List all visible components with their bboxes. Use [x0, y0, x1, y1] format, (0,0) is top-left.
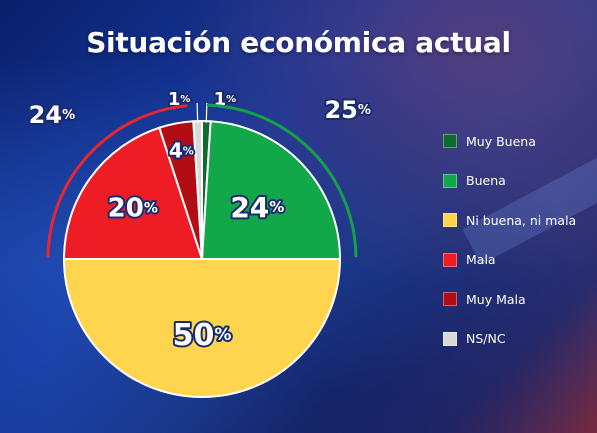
legend-item-muy-mala: Muy Mala [443, 289, 576, 309]
legend-swatch [443, 252, 457, 267]
group-label-0: 25% [324, 96, 370, 124]
chart-legend: Muy Buena Buena Ni buena, ni mala Mala Muy M… [443, 131, 576, 368]
pie-label-ni-buena-ni-mala: 50% [173, 317, 232, 352]
pie-slice-buena [201, 120, 341, 260]
legend-item-mala: Mala [443, 250, 576, 270]
legend-label: Ni buena, ni mala [466, 212, 577, 228]
legend-label: Muy Mala [466, 291, 526, 307]
legend-item-ni-buena-ni-mala: Ni buena, ni mala [443, 210, 576, 230]
group-arc-0 [206, 103, 358, 258]
leader-line-ns-nc [196, 103, 199, 124]
legend-swatch [443, 331, 457, 346]
legend-label: Muy Buena [466, 133, 536, 149]
legend-swatch [443, 292, 457, 306]
legend-swatch [443, 134, 457, 148]
group-label-1: 24% [29, 101, 75, 129]
pie-label-buena: 24% [230, 191, 284, 224]
legend-label: Buena [466, 173, 506, 188]
group-arc-1 [46, 104, 188, 258]
legend-swatch [443, 213, 457, 227]
chart-title: Situación económica actual [86, 26, 511, 59]
pie-slice-ni-buena-ni-mala [63, 258, 341, 398]
legend-swatch [443, 173, 457, 188]
legend-label: Mala [466, 252, 496, 267]
pie-label-mala: 20% [108, 194, 158, 224]
pie-label-muy-mala: 4% [169, 139, 194, 163]
legend-item-muy-buena: Muy Buena [443, 131, 576, 151]
pie-slice-mala [63, 126, 203, 260]
legend-item-buena: Buena [443, 171, 576, 191]
legend-item-ns-nc: NS/NC [443, 329, 576, 349]
legend-label: NS/NC [466, 331, 506, 346]
leader-line-muy-buena [205, 103, 208, 124]
